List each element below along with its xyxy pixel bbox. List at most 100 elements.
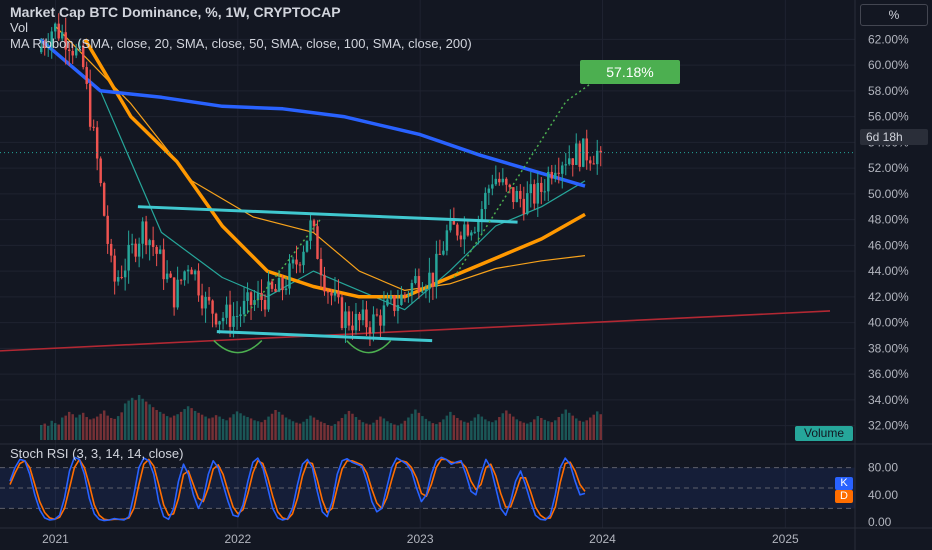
candle-body [277,277,281,292]
stoch-tick-label: 40.00 [868,488,898,502]
candle-body [92,126,95,128]
candle-body [508,184,512,188]
volume-bar [88,419,92,440]
candle-body [344,311,347,329]
unit-selector[interactable]: % [860,4,928,26]
candle-body [319,258,323,276]
candle-body [442,250,445,255]
volume-bar [403,420,407,440]
volume-bar [288,419,291,440]
volume-bar [410,413,414,440]
candle-body [547,171,550,192]
y-tick-label: 58.00% [868,84,909,98]
x-tick-label: 2023 [407,532,434,546]
candle-body [242,300,246,315]
grid [0,0,855,528]
volume-bar [130,397,134,440]
volume-bar [519,421,522,440]
candle-body [274,288,277,292]
volume-bar [197,412,200,440]
volume-bar [260,422,263,440]
left-shoulder-arc [213,340,263,354]
candle-body [309,220,312,241]
candle-body [494,178,498,185]
candle-body [578,143,581,167]
volume-bar [291,421,295,440]
volume-bar [134,400,137,440]
y-tick-label: 42.00% [868,290,909,304]
volume-bar [242,415,246,440]
candle-body [484,192,487,210]
volume-bar [438,422,442,440]
candle-body [382,305,386,326]
y-tick-label: 48.00% [868,213,909,227]
volume-bar [207,418,211,440]
volume-bar [589,417,592,440]
volume-bar [396,425,400,440]
candle-body [225,304,228,318]
candle-body [470,232,473,236]
candle-body [456,224,459,236]
candle-body [81,45,85,68]
candle-body [190,269,193,275]
volume-bar [533,419,536,440]
volume-bar [123,403,127,440]
candle-body [599,150,602,153]
volume-bar [53,423,57,440]
volume-bar [78,414,81,440]
candle-body [312,220,316,227]
candle-body [120,277,123,279]
candle-body [211,300,214,314]
y-tick-label: 62.00% [868,32,909,46]
time-axis: 2021 2022 2023 2024 2025 [0,527,932,546]
candle-body [239,314,242,317]
volume-bar [333,424,337,440]
ma-ribbon-legend: MA Ribbon (SMA, close, 20, SMA, close, 5… [10,36,472,51]
candle-body [78,45,81,49]
volume-bar [57,424,60,440]
candle-body [575,143,578,165]
move-projection-1 [244,219,321,317]
volume-bar [158,411,162,440]
volume-bar [529,422,533,440]
volume-bar [106,415,109,440]
volume-bar [456,417,459,440]
candle-body [463,224,466,240]
candle-body [155,246,158,254]
candle-body [568,158,571,165]
candle-body [141,221,144,244]
volume-bar [491,422,494,440]
candle-body [435,253,438,287]
candle-body [424,289,428,292]
volume-bar [452,415,456,440]
volume-bar [193,410,197,440]
volume-bar [351,413,354,440]
volume-bar [295,422,298,440]
candle-body [417,276,421,292]
x-tick-label: 2025 [772,532,799,546]
volume-bar [298,423,302,440]
candle-body [43,46,46,48]
volume-bar [599,414,602,440]
volume-bar [522,422,526,440]
volume-legend: Vol [10,20,29,35]
candle-body [64,32,67,50]
candle-body [347,311,351,326]
volume-bar [176,414,179,440]
volume-bar [379,416,382,440]
volume-bar [421,416,424,440]
volume-bar [470,420,473,440]
candle-body [67,49,71,51]
volume-bar [155,410,158,440]
volume-bar [46,425,50,440]
candle-body [480,209,484,221]
volume-bar [141,398,144,440]
volume-bar [365,423,368,440]
candle-body [197,270,200,296]
candle-body [193,270,197,275]
volume-bar [330,425,333,440]
candle-body [158,249,162,254]
volume-bar [99,413,102,440]
candle-body [246,292,249,301]
